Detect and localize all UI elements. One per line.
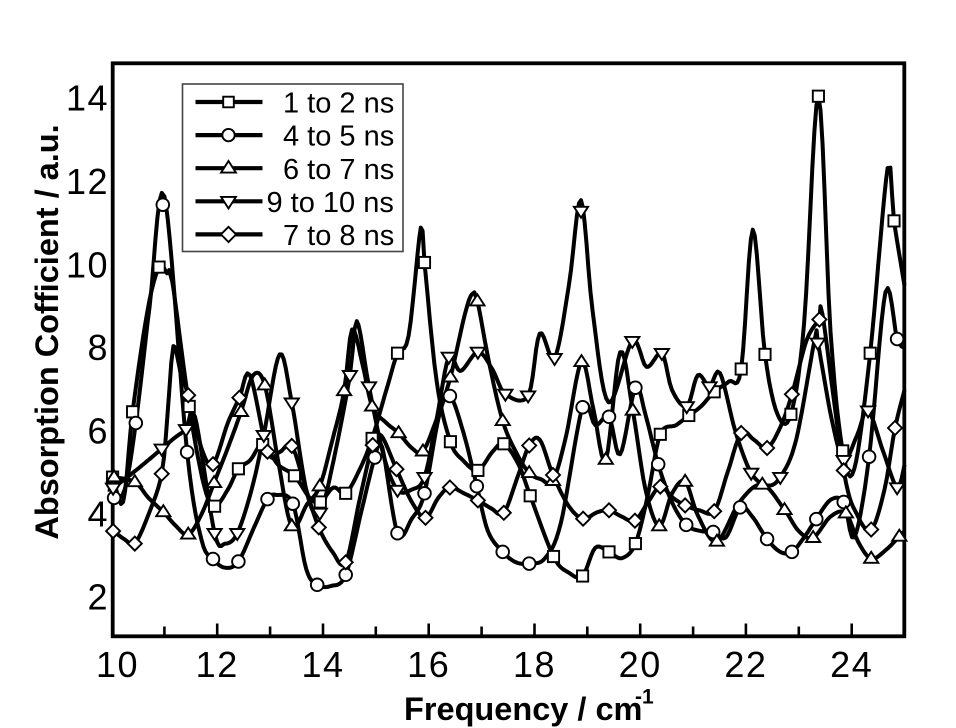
svg-text:16: 16 [407, 644, 450, 685]
svg-text:1 to 2 ns: 1 to 2 ns [283, 88, 394, 120]
svg-text:10: 10 [66, 245, 109, 286]
svg-text:2: 2 [87, 577, 109, 618]
svg-text:4: 4 [87, 494, 109, 535]
svg-text:24: 24 [830, 644, 873, 685]
svg-text:10: 10 [96, 644, 139, 685]
svg-text:6 to 7 ns: 6 to 7 ns [283, 154, 394, 186]
svg-text:20: 20 [619, 644, 662, 685]
svg-text:9 to 10 ns: 9 to 10 ns [267, 187, 394, 219]
svg-text:12: 12 [196, 644, 239, 685]
svg-text:7 to 8 ns: 7 to 8 ns [283, 220, 394, 252]
svg-text:4 to 5 ns: 4 to 5 ns [283, 121, 394, 153]
svg-text:14: 14 [66, 78, 109, 119]
svg-text:22: 22 [724, 644, 767, 685]
svg-text:-1: -1 [635, 686, 654, 709]
svg-text:Absorption Cofficient / a.u.: Absorption Cofficient / a.u. [29, 124, 65, 539]
svg-text:14: 14 [301, 644, 344, 685]
svg-text:8: 8 [87, 327, 109, 368]
svg-text:18: 18 [513, 644, 556, 685]
svg-text:Frequency / cm: Frequency / cm [404, 691, 642, 727]
svg-text:6: 6 [87, 410, 109, 451]
svg-text:12: 12 [66, 161, 109, 202]
